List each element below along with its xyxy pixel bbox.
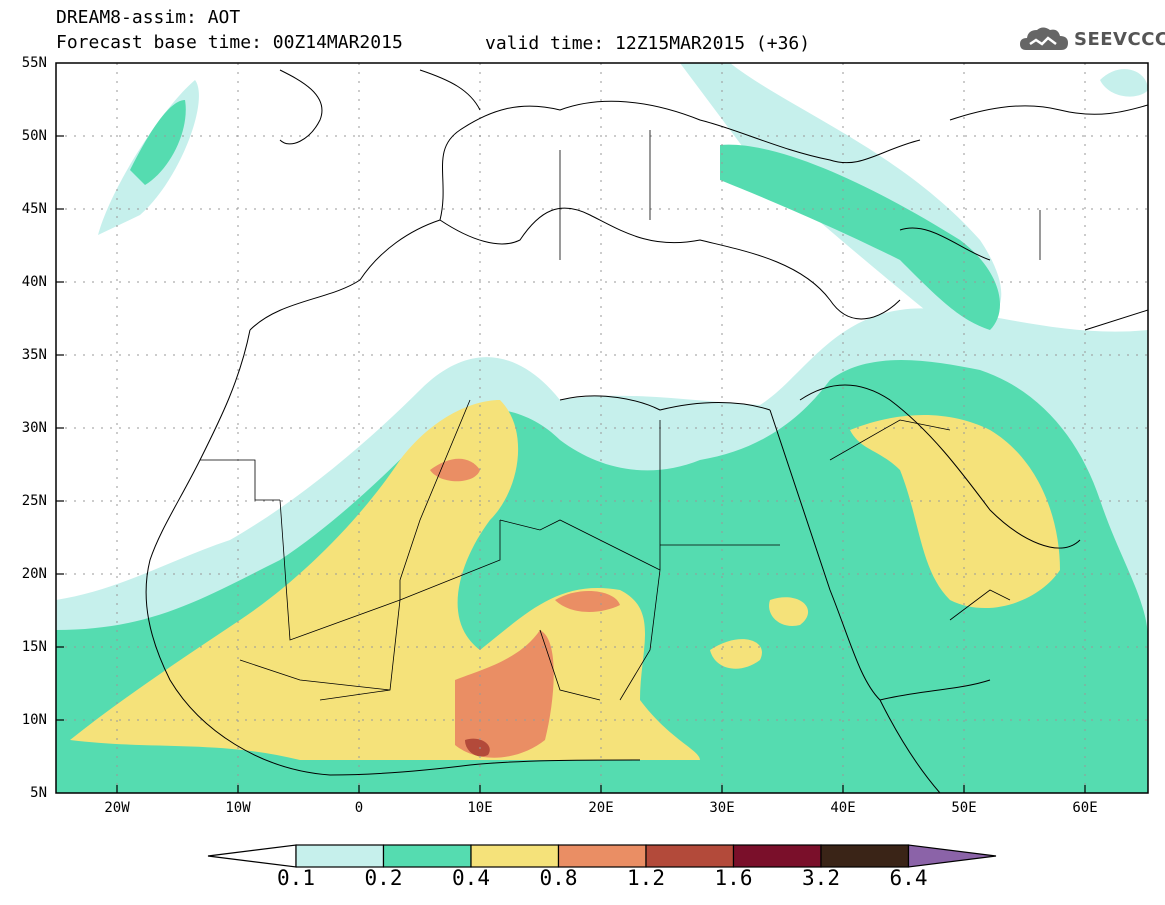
colorbar-label: 1.6: [714, 866, 753, 890]
lat-label: 20N: [21, 566, 47, 582]
colorbar-swatch: [557, 844, 647, 868]
lon-label: 20W: [104, 800, 130, 816]
colorbar-label: 3.2: [802, 866, 840, 890]
lon-label: 40E: [830, 800, 856, 816]
lat-label: 15N: [21, 639, 47, 655]
colorbar-swatch: [382, 844, 472, 868]
colorbar: [207, 844, 997, 868]
colorbar-label: 6.4: [889, 866, 928, 890]
colorbar-label: 0.4: [452, 866, 490, 890]
aot-field: [56, 63, 1148, 793]
cloud-icon: [1020, 27, 1068, 50]
lon-label: 20E: [588, 800, 614, 816]
country-borders: [200, 130, 1041, 701]
colorbar-swatch: [470, 844, 560, 868]
logo-text: SEEVCCC: [1074, 29, 1165, 50]
seevccc-logo: SEEVCCC: [1018, 22, 1165, 58]
colorbar-high-triangle: [907, 844, 997, 868]
colorbar-label: 0.1: [277, 866, 315, 890]
map-title: DREAM8-assim: AOT: [56, 7, 241, 28]
axis-ticks: [56, 135, 1086, 793]
lat-label: 25N: [21, 493, 47, 509]
lon-label: 50E: [951, 800, 977, 816]
lat-label: 55N: [21, 55, 47, 71]
lon-label: 30E: [709, 800, 735, 816]
colorbar-swatch: [820, 844, 910, 868]
colorbar-swatch: [295, 844, 385, 868]
lat-label: 50N: [21, 128, 47, 144]
colorbar-label: 1.2: [627, 866, 665, 890]
forecast-base-time: Forecast base time: 00Z14MAR2015: [56, 32, 403, 53]
lon-label: 10W: [225, 800, 251, 816]
colorbar-low-triangle: [207, 844, 297, 868]
colorbar-label: 0.8: [539, 866, 578, 890]
lat-label: 10N: [21, 712, 47, 728]
lon-label: 60E: [1072, 800, 1098, 816]
lat-label: 40N: [21, 274, 47, 290]
lat-label: 45N: [21, 201, 47, 217]
colorbar-swatch: [732, 844, 822, 868]
coastlines: [145, 69, 1148, 793]
lat-label: 30N: [21, 420, 47, 436]
valid-time: valid time: 12Z15MAR2015 (+36): [485, 33, 811, 54]
graticule: [56, 63, 1148, 793]
lat-label: 5N: [30, 785, 47, 801]
colorbar-label: 0.2: [364, 866, 403, 890]
lat-label: 35N: [21, 347, 47, 363]
colorbar-swatch: [645, 844, 735, 868]
lon-label: 10E: [467, 800, 493, 816]
lon-label: 0: [354, 800, 364, 816]
